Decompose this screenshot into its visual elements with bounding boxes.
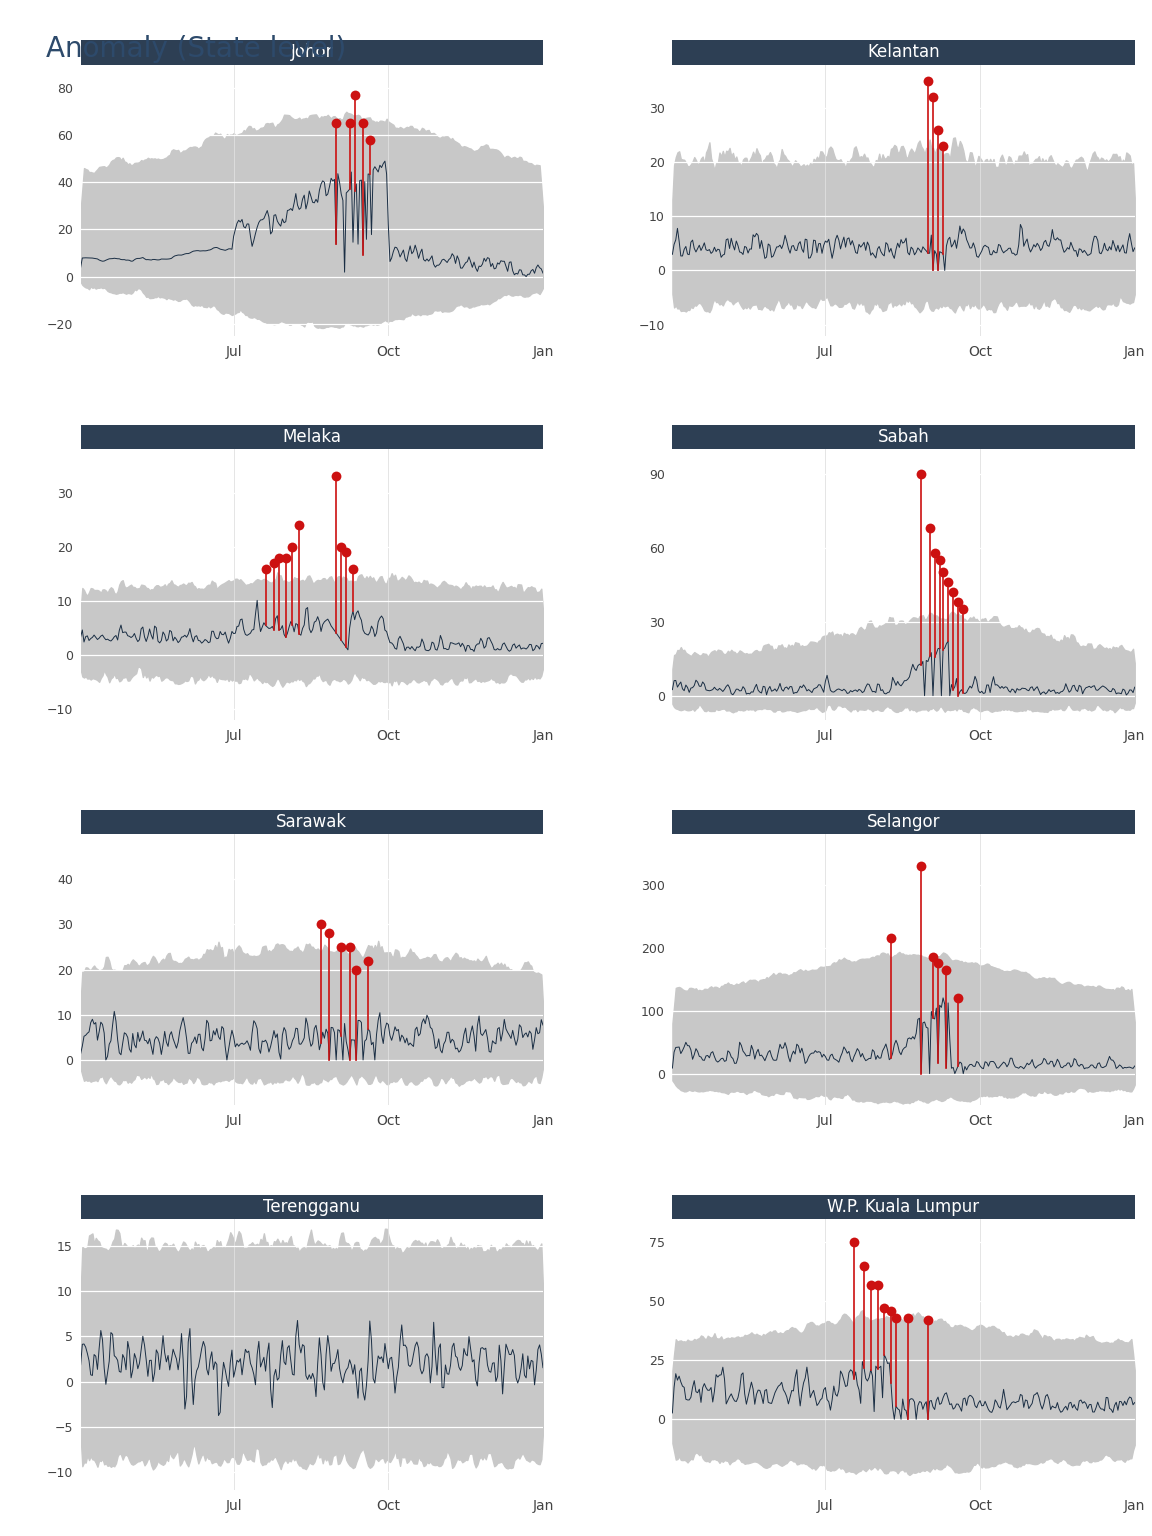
Point [949, 986, 968, 1011]
FancyBboxPatch shape [81, 425, 543, 450]
Point [257, 556, 275, 581]
Point [929, 117, 947, 141]
Point [899, 1306, 917, 1330]
FancyBboxPatch shape [673, 425, 1135, 450]
Text: Sabah: Sabah [878, 429, 930, 445]
Point [919, 69, 938, 94]
FancyBboxPatch shape [81, 40, 543, 65]
Point [887, 1306, 905, 1330]
Point [931, 548, 949, 573]
Point [359, 948, 378, 972]
Point [929, 951, 947, 975]
Point [290, 513, 309, 538]
Point [844, 1230, 863, 1255]
Point [340, 111, 358, 135]
FancyBboxPatch shape [673, 1195, 1135, 1220]
Point [320, 922, 339, 946]
Point [354, 111, 372, 135]
Point [934, 561, 953, 585]
Point [939, 570, 957, 594]
Text: Kelantan: Kelantan [867, 43, 940, 61]
Point [327, 464, 346, 488]
Point [925, 541, 943, 565]
Point [283, 535, 302, 559]
Point [938, 957, 956, 982]
Point [924, 945, 942, 969]
Point [912, 462, 931, 487]
Point [924, 84, 942, 109]
Point [943, 581, 962, 605]
Point [862, 1273, 880, 1298]
Point [919, 1309, 938, 1333]
FancyBboxPatch shape [81, 1195, 543, 1220]
Point [876, 1296, 894, 1321]
Point [312, 912, 331, 937]
Point [869, 1273, 887, 1298]
FancyBboxPatch shape [673, 809, 1135, 834]
Text: Anomaly (State level): Anomaly (State level) [46, 35, 347, 63]
Point [340, 935, 358, 960]
Point [270, 545, 288, 570]
Point [327, 111, 346, 135]
Point [881, 926, 900, 951]
Point [346, 83, 364, 108]
Text: Johor: Johor [290, 43, 333, 61]
Point [276, 545, 295, 570]
Point [332, 535, 350, 559]
Point [343, 556, 362, 581]
Text: Sarawak: Sarawak [276, 813, 348, 831]
Point [920, 516, 939, 541]
Point [347, 957, 365, 982]
Point [949, 590, 968, 614]
Text: Selangor: Selangor [866, 813, 940, 831]
FancyBboxPatch shape [81, 809, 543, 834]
Point [265, 551, 283, 576]
Point [881, 1298, 900, 1322]
FancyBboxPatch shape [673, 40, 1135, 65]
Point [934, 134, 953, 158]
Point [855, 1253, 873, 1278]
Text: W.P. Kuala Lumpur: W.P. Kuala Lumpur [827, 1198, 979, 1215]
Point [912, 854, 931, 879]
Point [361, 127, 379, 152]
Point [954, 598, 972, 622]
Text: Melaka: Melaka [282, 429, 341, 445]
Point [332, 935, 350, 960]
Point [338, 541, 356, 565]
Text: Terengganu: Terengganu [264, 1198, 361, 1215]
